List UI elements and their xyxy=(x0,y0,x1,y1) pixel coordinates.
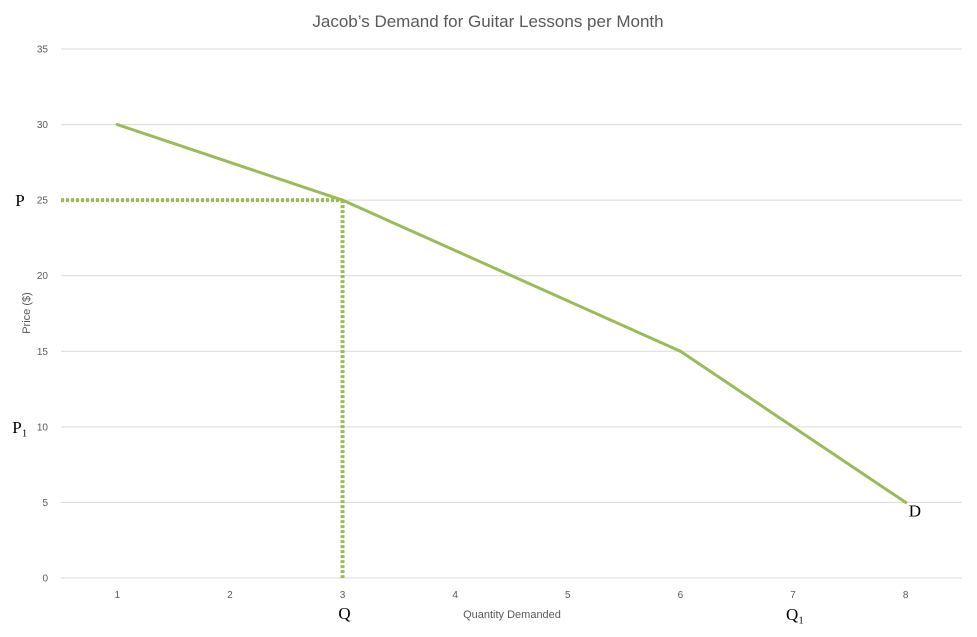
y-tick-label-10: 10 xyxy=(37,422,49,433)
x-axis-ticks: 1 2 3 4 5 6 7 8 xyxy=(115,590,909,601)
demand-point-4 xyxy=(904,500,908,504)
demand-point-3 xyxy=(678,349,682,353)
y-axis-ticks: 0 5 10 15 20 25 30 35 xyxy=(37,45,49,585)
gridlines xyxy=(61,48,962,579)
demand-point-2 xyxy=(341,198,345,202)
d-label: D xyxy=(909,501,921,520)
x-tick-label-7: 7 xyxy=(790,590,796,601)
y-tick-label-15: 15 xyxy=(37,347,49,358)
p-label: P xyxy=(15,191,24,210)
x-tick-label-8: 8 xyxy=(903,590,909,601)
x-tick-label-4: 4 xyxy=(452,590,458,601)
y-axis-label: Price ($) xyxy=(21,292,33,334)
x-tick-label-5: 5 xyxy=(565,590,571,601)
x-tick-label-3: 3 xyxy=(340,590,346,601)
x-axis-label: Quantity Demanded xyxy=(463,609,561,621)
demand-point-1 xyxy=(115,123,119,127)
p1-label: P₁ xyxy=(12,418,27,437)
y-tick-label-35: 35 xyxy=(37,45,49,56)
x-tick-label-2: 2 xyxy=(227,590,233,601)
y-tick-label-5: 5 xyxy=(42,498,48,509)
x-tick-label-1: 1 xyxy=(115,590,121,601)
y-tick-label-30: 30 xyxy=(37,120,49,131)
demand-series xyxy=(115,123,908,504)
guide-lines xyxy=(61,198,345,578)
x-tick-label-6: 6 xyxy=(678,590,684,601)
y-tick-label-20: 20 xyxy=(37,271,49,282)
y-tick-label-0: 0 xyxy=(42,574,48,585)
y-tick-label-25: 25 xyxy=(37,196,49,207)
q1-label: Q₁ xyxy=(786,605,804,624)
demand-line xyxy=(115,123,908,504)
q-label: Q xyxy=(338,604,350,623)
chart-title: Jacob’s Demand for Guitar Lessons per Mo… xyxy=(312,12,663,31)
